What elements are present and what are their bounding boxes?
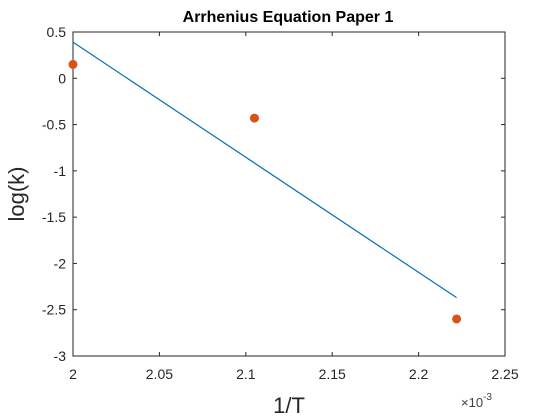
chart-title: Arrhenius Equation Paper 1 xyxy=(183,9,394,26)
x-tick-label: 2.2 xyxy=(409,366,429,382)
fit-line xyxy=(72,41,457,299)
x-axis-ticks: 2 2.05 2.1 2.15 2.2 2.25 xyxy=(69,32,519,382)
series-layer xyxy=(68,41,462,324)
y-tick-label: 0 xyxy=(58,70,66,86)
x-axis-exponent-power: -3 xyxy=(483,392,492,403)
data-point xyxy=(452,314,462,324)
y-tick-label: -2 xyxy=(54,255,67,271)
x-axis-label: 1/T xyxy=(273,393,305,418)
y-tick-label: -0.5 xyxy=(42,117,66,133)
x-tick-label: 2.05 xyxy=(146,366,173,382)
y-axis-ticks: 0.5 0 -0.5 -1 -1.5 -2 -2.5 -3 xyxy=(42,24,505,364)
y-tick-label: -1.5 xyxy=(42,209,66,225)
x-axis-exponent: ×10-3 xyxy=(461,392,492,410)
x-tick-label: 2.15 xyxy=(319,366,346,382)
y-tick-label: -2.5 xyxy=(42,302,66,318)
y-tick-label: -1 xyxy=(54,163,67,179)
x-tick-label: 2.25 xyxy=(491,366,518,382)
data-point xyxy=(68,59,78,69)
x-tick-label: 2 xyxy=(69,366,77,382)
y-tick-label: 0.5 xyxy=(47,24,67,40)
plot-frame xyxy=(72,31,506,357)
x-axis-exponent-base: ×10 xyxy=(461,395,483,410)
y-tick-label: -3 xyxy=(54,348,67,364)
y-axis-label: log(k) xyxy=(4,166,29,221)
x-tick-label: 2.1 xyxy=(236,366,256,382)
data-point xyxy=(249,113,259,123)
